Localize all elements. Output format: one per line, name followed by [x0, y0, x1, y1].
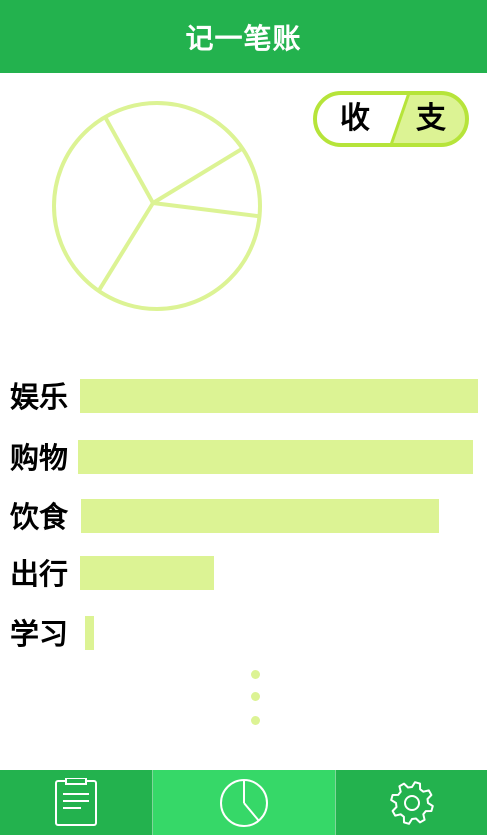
- expense-toggle-option[interactable]: 支: [416, 101, 446, 136]
- more-indicator[interactable]: [251, 670, 261, 730]
- pie-slice-divider-2: [103, 116, 155, 204]
- bar-travel: [80, 556, 214, 590]
- page-title: 记一笔账: [185, 21, 302, 55]
- income-toggle-option[interactable]: 收: [340, 101, 370, 136]
- pie-slice-divider-0: [152, 201, 260, 219]
- pie-outline: [52, 101, 262, 311]
- bar-row-study: 学习: [0, 614, 487, 654]
- bar-label-travel: 出行: [10, 557, 69, 591]
- tab-divider: [152, 770, 153, 835]
- bar-study: [85, 616, 94, 650]
- tab-statistics[interactable]: [153, 770, 335, 835]
- bar-row-food: 饮食: [0, 497, 487, 537]
- tab-settings[interactable]: [336, 770, 487, 835]
- pie-slice-divider-1: [96, 201, 155, 292]
- gear-icon: [389, 780, 434, 825]
- tab-divider: [335, 770, 336, 835]
- notebook-icon: [55, 777, 97, 826]
- app-header: 记一笔账: [0, 0, 487, 73]
- tab-records[interactable]: [0, 770, 152, 835]
- bar-label-entertainment: 娱乐: [10, 380, 69, 414]
- toggle-shape: [313, 91, 469, 147]
- more-dot: [251, 716, 260, 725]
- bottom-tab-bar: [0, 770, 487, 835]
- bar-entertainment: [80, 379, 478, 413]
- bar-label-study: 学习: [10, 617, 69, 651]
- bar-label-shopping: 购物: [10, 441, 69, 475]
- more-dot: [251, 692, 260, 701]
- expense-pie-chart: [52, 101, 262, 311]
- pie-slice-divider-3: [151, 146, 244, 205]
- more-dot: [251, 670, 260, 679]
- bar-row-travel: 出行: [0, 554, 487, 594]
- bar-label-food: 饮食: [10, 500, 69, 534]
- income-expense-toggle[interactable]: 收 支: [313, 91, 469, 147]
- pie-chart-icon: [220, 778, 268, 827]
- bar-food: [81, 499, 439, 533]
- bar-row-entertainment: 娱乐: [0, 377, 487, 417]
- bar-row-shopping: 购物: [0, 438, 487, 478]
- bar-shopping: [78, 440, 473, 474]
